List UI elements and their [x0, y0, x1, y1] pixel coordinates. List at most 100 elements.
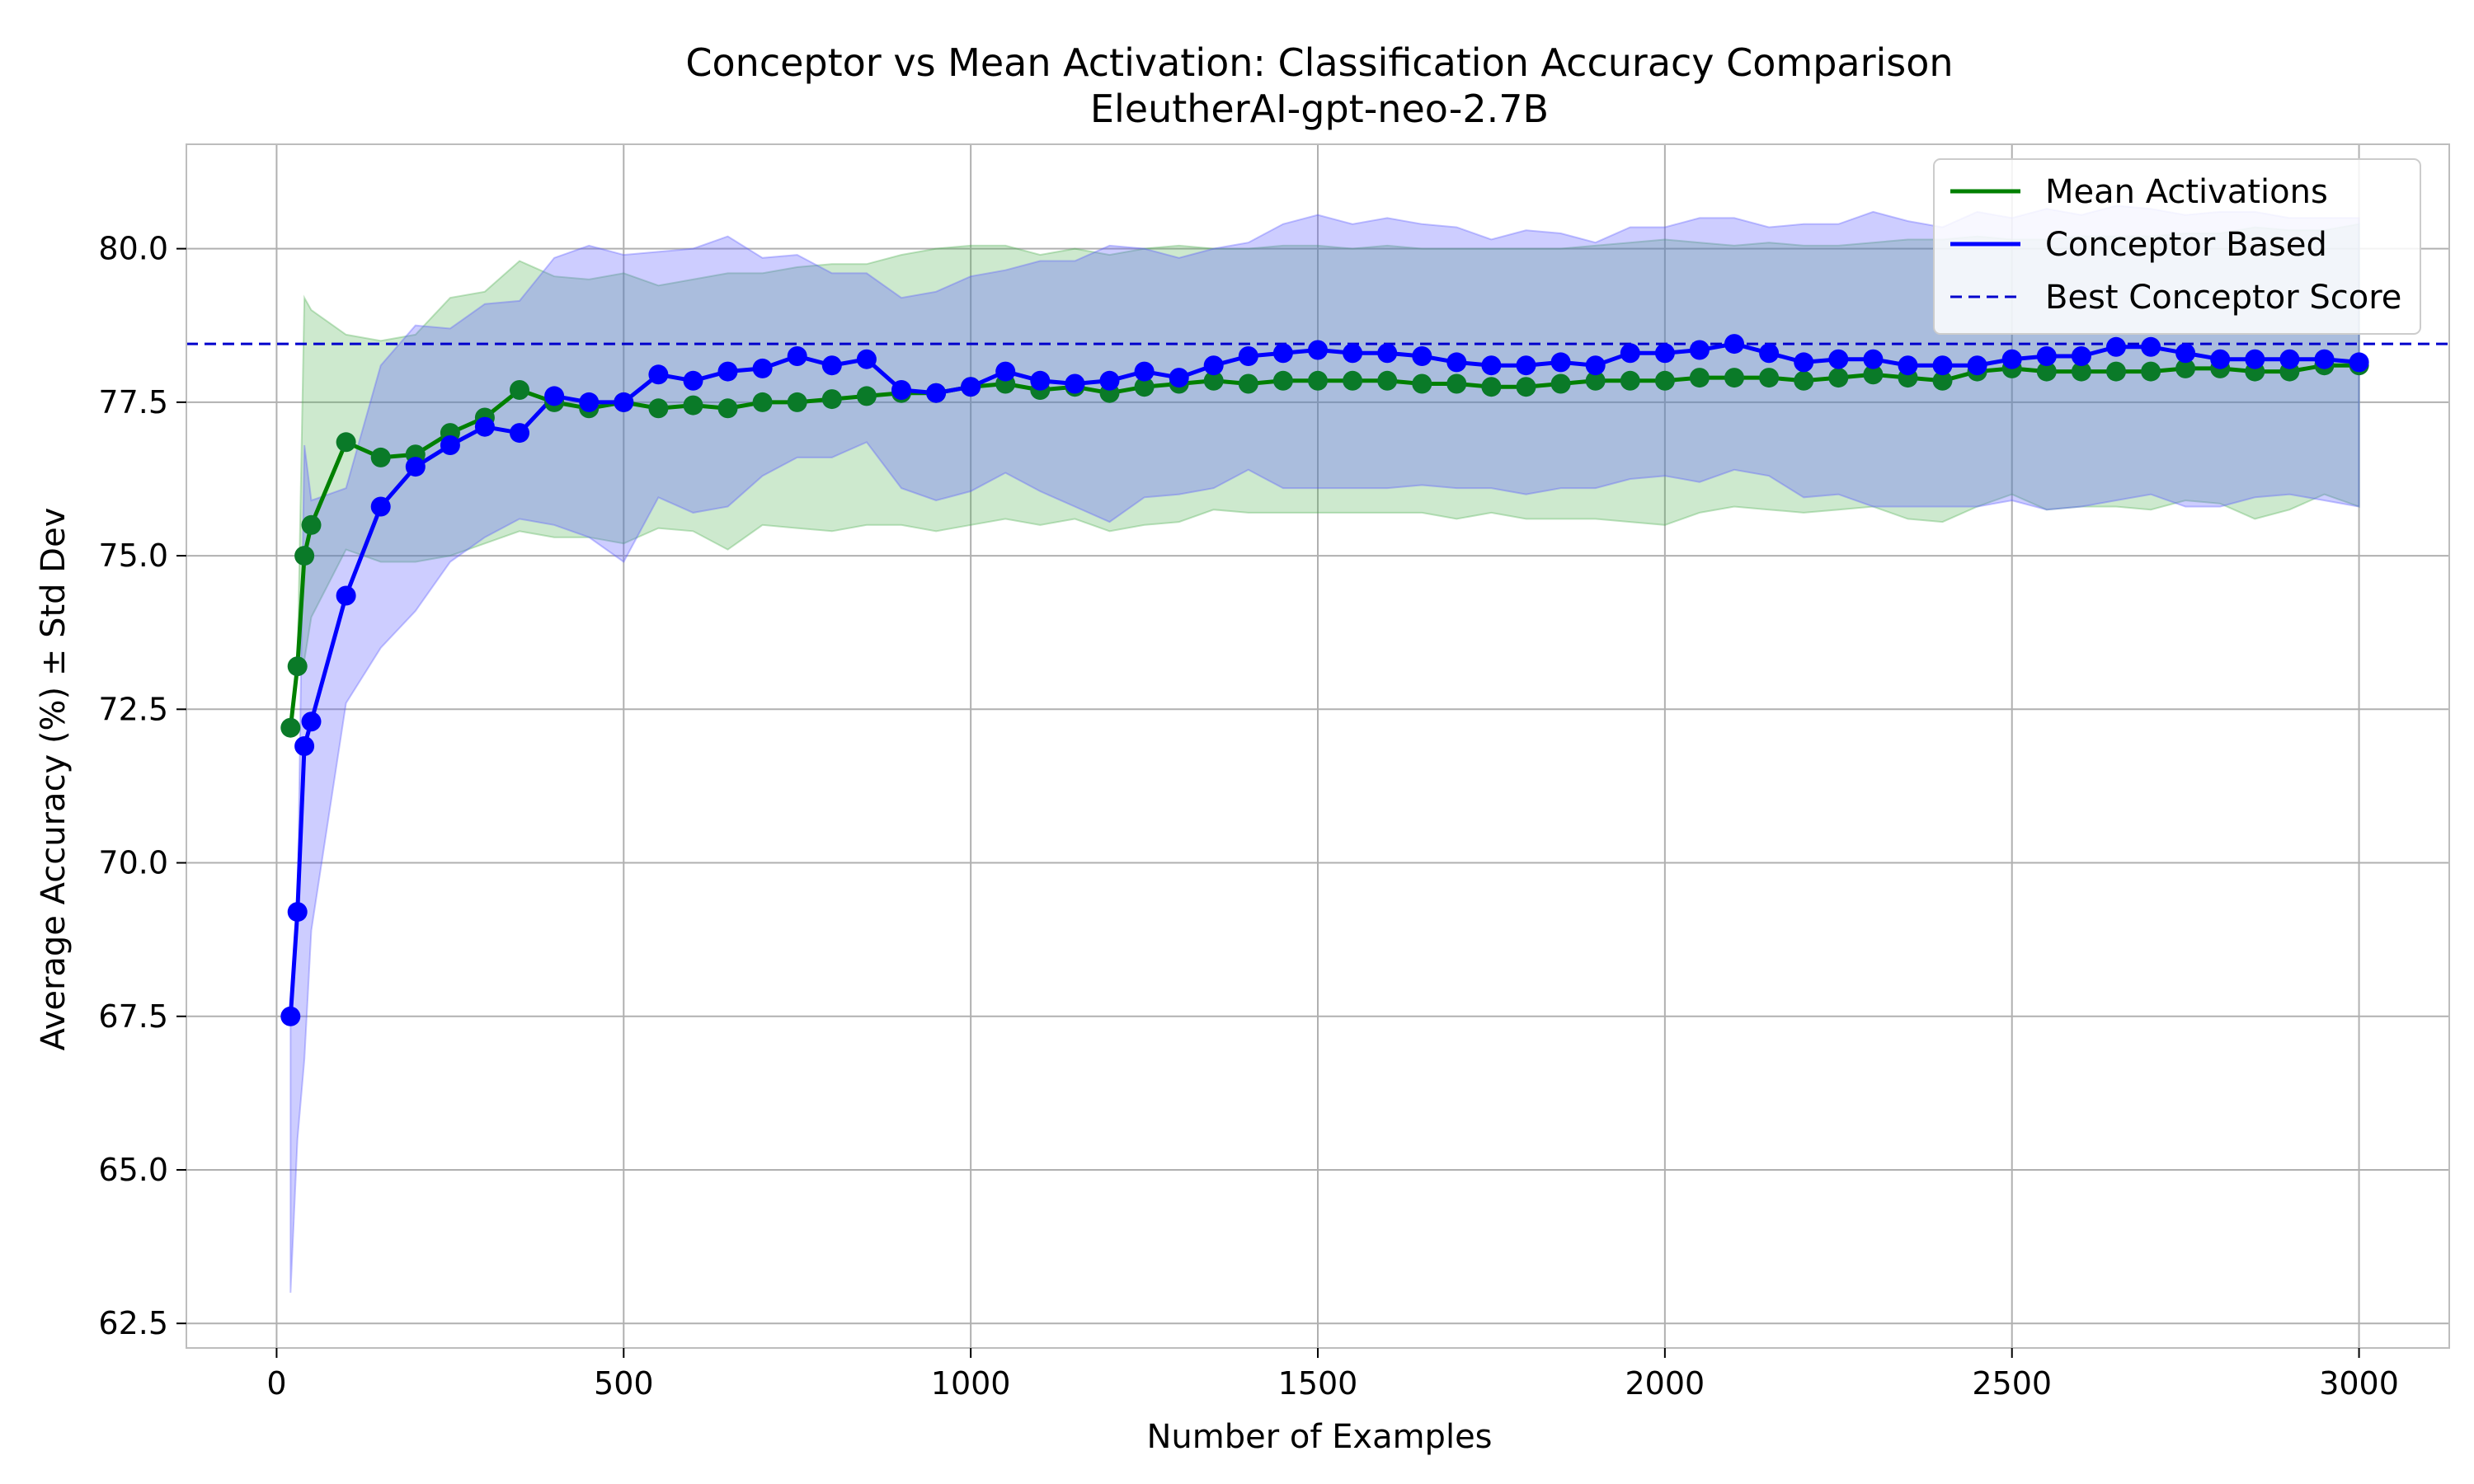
conceptor-based-point: [2279, 349, 2300, 369]
conceptor-based-point: [1377, 343, 1398, 364]
conceptor-based-std-band: [289, 204, 2360, 1294]
conceptor-based-point: [301, 711, 322, 732]
conceptor-based-point: [2210, 349, 2231, 369]
conceptor-based-point: [821, 355, 842, 376]
conceptor-based-point: [1932, 355, 1953, 376]
conceptor-based-point: [294, 736, 315, 756]
x-tick-label: 2500: [1972, 1365, 2052, 1402]
conceptor-based-point: [1238, 346, 1258, 366]
conceptor-based-point: [1412, 346, 1432, 366]
conceptor-based-point: [1550, 352, 1571, 373]
conceptor-based-point: [961, 377, 981, 397]
mean-activations-point: [1481, 377, 1502, 397]
mean-activations-point: [752, 392, 773, 412]
mean-activations-point: [648, 398, 669, 419]
legend-label-conceptor-based: Conceptor Based: [2045, 226, 2327, 264]
conceptor-based-point: [1967, 355, 1987, 376]
conceptor-based-point: [1272, 343, 1293, 364]
conceptor-based-point: [370, 496, 391, 517]
conceptor-based-point: [336, 585, 356, 606]
conceptor-based-point: [683, 370, 703, 391]
mean-activations-point: [1550, 373, 1571, 394]
x-tick-label: 0: [266, 1365, 286, 1402]
conceptor-based-point: [856, 349, 877, 369]
mean-activations-point: [301, 514, 322, 535]
conceptor-based-point: [787, 346, 807, 366]
mean-activations-point: [1724, 368, 1744, 388]
mean-activations-point: [1620, 370, 1640, 391]
conceptor-based-point: [2314, 349, 2335, 369]
legend-box: [1933, 158, 2421, 335]
y-axis-label: Average Accuracy (%) ± Std Dev: [35, 508, 73, 1051]
y-tick-label: 67.5: [98, 998, 168, 1035]
mean-activations-point: [1272, 370, 1293, 391]
conceptor-based-point: [2036, 346, 2057, 366]
conceptor-based-point: [614, 392, 634, 412]
mean-activations-point: [717, 398, 738, 419]
conceptor-based-point: [1585, 355, 1606, 376]
legend: Mean Activations Conceptor Based Best Co…: [1933, 158, 2421, 335]
conceptor-based-point: [648, 364, 669, 385]
mean-activations-point: [370, 447, 391, 467]
mean-activations-point: [280, 717, 301, 738]
conceptor-based-point: [2245, 349, 2265, 369]
mean-activations-point: [2036, 361, 2057, 382]
chart-subtitle: EleutherAI-gpt-neo-2.7B: [1090, 87, 1549, 131]
conceptor-based-point: [1724, 334, 1744, 355]
chart-title: Conceptor vs Mean Activation: Classifica…: [685, 40, 1953, 85]
mean-activations-point: [287, 656, 308, 677]
mean-activations-point: [2071, 361, 2091, 382]
mean-activations-point: [294, 546, 315, 566]
mean-activations-point: [2141, 361, 2161, 382]
conceptor-based-point: [544, 386, 565, 406]
conceptor-based-point: [2175, 343, 2196, 364]
mean-activations-point: [1654, 370, 1675, 391]
mean-activations-point: [1932, 370, 1953, 391]
conceptor-based-point: [1446, 352, 1467, 373]
conceptor-based-point: [1481, 355, 1502, 376]
conceptor-based-point: [440, 435, 460, 455]
mean-activations-point: [2106, 361, 2126, 382]
mean-activations-point: [1343, 370, 1363, 391]
conceptor-based-point: [2349, 352, 2369, 373]
conceptor-based-point: [1030, 370, 1051, 391]
x-tick-label: 1000: [931, 1365, 1011, 1402]
mean-activations-point: [1134, 377, 1155, 397]
conceptor-based-point: [1794, 352, 1814, 373]
conceptor-based-point: [1516, 355, 1536, 376]
conceptor-based-point: [1689, 340, 1710, 360]
mean-activations-point: [821, 389, 842, 410]
mean-activations-point: [1689, 368, 1710, 388]
conceptor-based-point: [2071, 346, 2091, 366]
conceptor-based-point: [1134, 361, 1155, 382]
conceptor-based-point: [1308, 340, 1328, 360]
conceptor-based-point: [1203, 355, 1224, 376]
conceptor-based-point: [1863, 349, 1884, 369]
conceptor-based-point: [1828, 349, 1849, 369]
mean-activations-point: [1238, 373, 1258, 394]
mean-activations-point: [2175, 358, 2196, 378]
y-tick-label: 62.5: [98, 1305, 168, 1341]
axis-ticks: 0 500 1000 1500 2000 2500 3000 62.5 65.0 67.5 70.0…: [98, 231, 2399, 1402]
mean-activations-point: [1377, 370, 1398, 391]
conceptor-based-point: [1620, 343, 1640, 364]
mean-activations-point: [1308, 370, 1328, 391]
legend-label-mean-activations: Mean Activations: [2045, 173, 2328, 211]
conceptor-based-point: [474, 416, 495, 437]
y-tick-label: 72.5: [98, 691, 168, 727]
mean-activations-point: [856, 386, 877, 406]
mean-activations-point: [1412, 373, 1432, 394]
conceptor-based-point: [2141, 336, 2161, 357]
conceptor-based-point: [926, 383, 947, 403]
conceptor-based-point: [510, 423, 529, 444]
mean-activations-point: [1863, 364, 1884, 385]
y-tick-label: 75.0: [98, 538, 168, 574]
mean-activations-point: [1446, 373, 1467, 394]
conceptor-based-point: [752, 358, 773, 378]
mean-activations-point: [1585, 370, 1606, 391]
conceptor-based-point: [405, 457, 426, 477]
conceptor-based-point: [717, 361, 738, 382]
mean-activations-point: [787, 392, 807, 412]
mean-activations-point: [1794, 370, 1814, 391]
